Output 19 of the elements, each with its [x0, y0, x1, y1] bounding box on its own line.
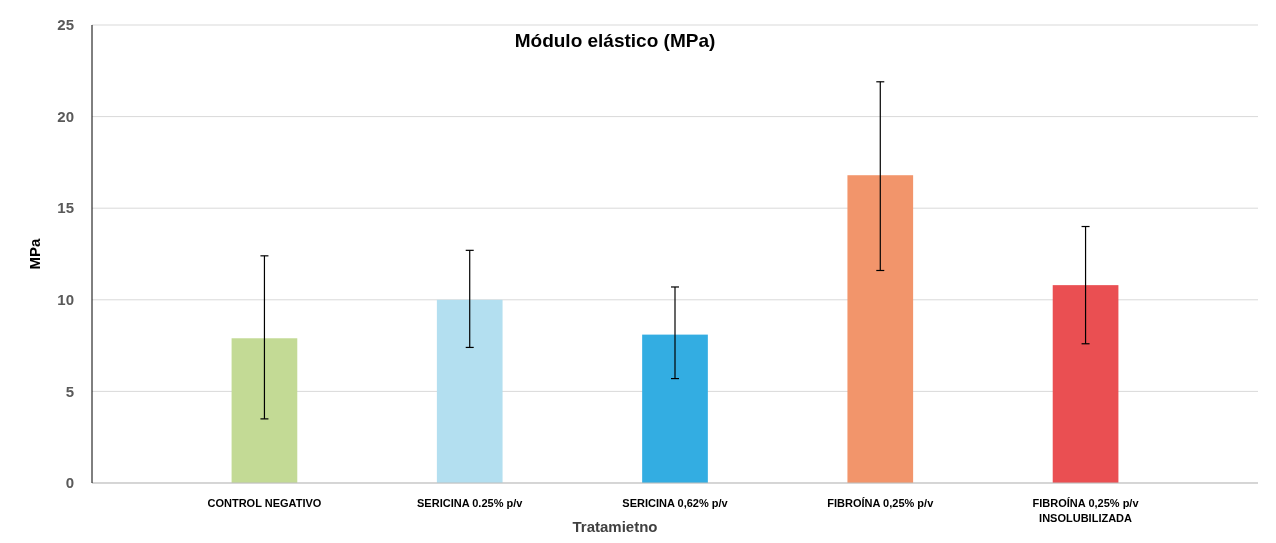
- x-tick-label: CONTROL NEGATIVO: [207, 497, 322, 509]
- chart-title: Módulo elástico (MPa): [514, 30, 716, 51]
- y-tick-label: 15: [57, 199, 74, 217]
- bar: [1052, 285, 1119, 483]
- y-axis-title: MPa: [26, 237, 43, 270]
- bar: [847, 175, 914, 483]
- y-tick-label: 10: [57, 291, 74, 309]
- x-axis-title: Tratamietno: [572, 518, 658, 535]
- y-tick-label: 25: [57, 16, 74, 34]
- bar: [436, 299, 503, 483]
- x-tick-label: SERICINA 0.25% p/v: [417, 497, 524, 509]
- x-tick-label: FIBROÍNA 0,25% p/v INSOLUBILIZADA: [1032, 497, 1140, 524]
- x-tick-label: FIBROÍNA 0,25% p/v: [827, 497, 935, 509]
- y-tick-label: 0: [65, 474, 74, 492]
- bar: [642, 334, 708, 483]
- bar: [231, 338, 298, 483]
- x-tick-label: SERICINA 0,62% p/v: [622, 497, 729, 509]
- y-tick-label: 20: [57, 107, 74, 125]
- y-tick-label: 5: [65, 382, 74, 400]
